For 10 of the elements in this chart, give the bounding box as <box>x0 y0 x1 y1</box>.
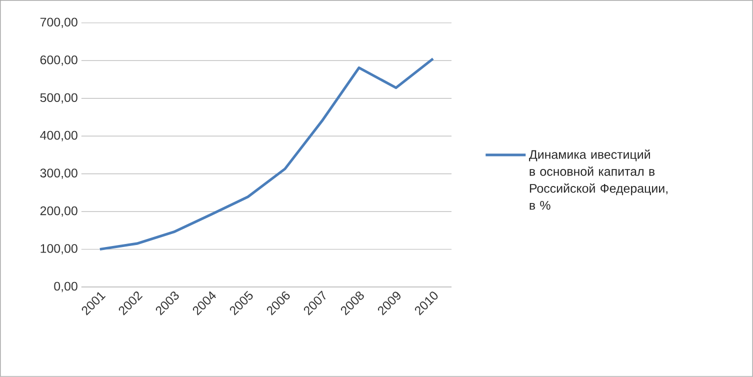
y-tick-label: 400,00 <box>40 130 78 142</box>
y-tick-label: 600,00 <box>40 56 78 66</box>
y-tick-label: 500,00 <box>40 93 78 104</box>
y-tick-label: 100,00 <box>40 244 78 254</box>
y-tick-label: 200,00 <box>40 206 78 217</box>
y-tick-label: 700,00 <box>40 18 78 28</box>
y-tick-label: 300,00 <box>40 168 78 179</box>
legend-label: Динамика ивестиций в основной капитал в Российской Федерации, в % <box>529 150 668 210</box>
y-tick-label: 0,00 <box>54 282 78 292</box>
line-series <box>98 57 434 251</box>
